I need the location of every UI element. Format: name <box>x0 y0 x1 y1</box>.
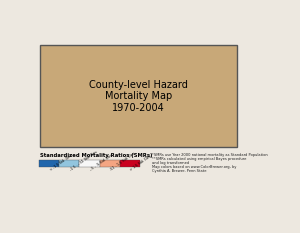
Text: < -1.5 Std. Dev.: < -1.5 Std. Dev. <box>49 153 74 171</box>
Bar <box>120 160 140 167</box>
Bar <box>40 45 238 147</box>
Text: Standardized Mortality Ratios (SMRs): Standardized Mortality Ratios (SMRs) <box>40 153 152 158</box>
Text: > 1.5 Std. Dev.: > 1.5 Std. Dev. <box>130 153 153 171</box>
Bar <box>79 160 100 167</box>
Bar <box>39 160 59 167</box>
Text: .51 - 1.5 Std. Dev.: .51 - 1.5 Std. Dev. <box>110 151 137 171</box>
Bar <box>100 160 120 167</box>
Text: **SMRs calculated using empirical Bayes procedure: **SMRs calculated using empirical Bayes … <box>152 158 247 161</box>
Bar <box>59 160 80 167</box>
Bar <box>40 45 238 147</box>
Text: Cynthia A. Brewer, Penn State: Cynthia A. Brewer, Penn State <box>152 169 207 174</box>
Text: Map colors based on www.ColorBrewer.org, by: Map colors based on www.ColorBrewer.org,… <box>152 165 237 169</box>
Text: and log transformed: and log transformed <box>152 161 190 165</box>
Text: -.5 - .5 Std. Dev.: -.5 - .5 Std. Dev. <box>89 152 115 171</box>
Text: *SMRs use Year 2000 national mortality as Standard Population: *SMRs use Year 2000 national mortality a… <box>152 154 268 158</box>
Text: County-level Hazard
Mortality Map
1970-2004: County-level Hazard Mortality Map 1970-2… <box>89 79 188 113</box>
Text: -1.5 - -.51 Std. Dev.: -1.5 - -.51 Std. Dev. <box>69 149 99 171</box>
